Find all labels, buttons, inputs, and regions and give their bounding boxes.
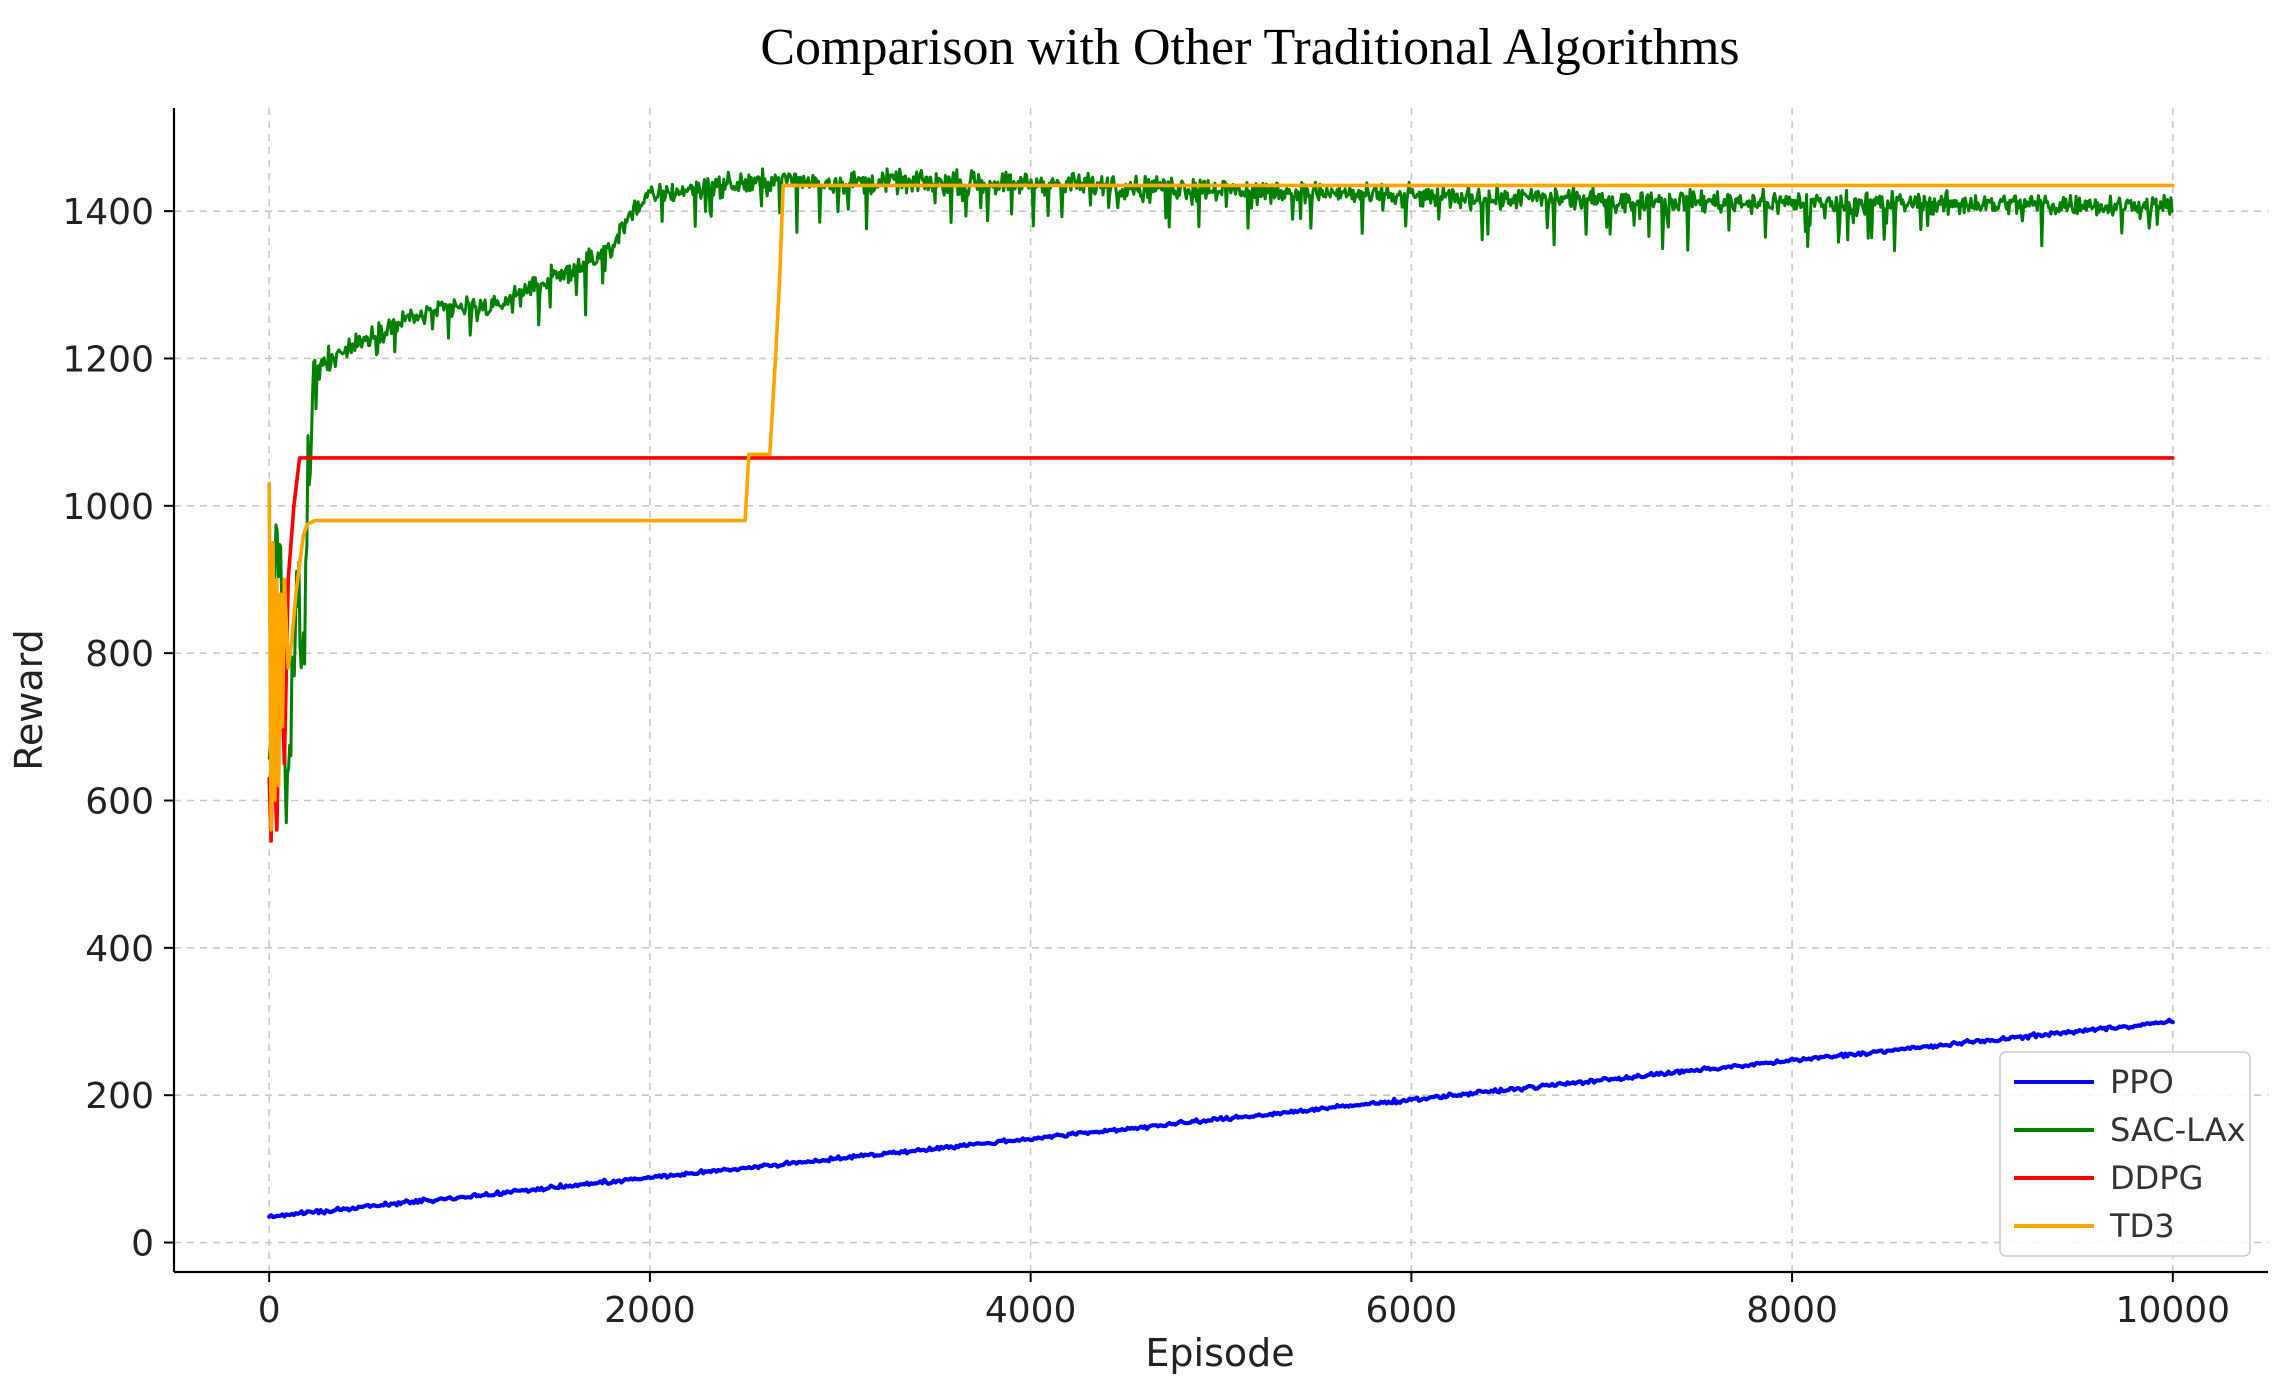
x-tick-label: 8000 xyxy=(1746,1290,1838,1331)
legend-label: DDPG xyxy=(2110,1159,2203,1197)
legend-label: PPO xyxy=(2110,1063,2174,1101)
y-tick-label: 1000 xyxy=(62,487,154,528)
y-tick-label: 600 xyxy=(85,782,154,823)
x-tick-label: 0 xyxy=(258,1290,281,1331)
grid xyxy=(174,108,2268,1272)
x-axis-label: Episode xyxy=(1145,1331,1294,1375)
y-tick-label: 400 xyxy=(85,929,154,970)
series-line-ppo xyxy=(267,1017,2175,1220)
y-tick-label: 0 xyxy=(131,1224,154,1265)
legend-label: SAC-LAx xyxy=(2110,1111,2246,1149)
plot-lines xyxy=(267,167,2175,1220)
series-line-sac-lax xyxy=(267,167,2174,825)
x-tick-label: 10000 xyxy=(2116,1290,2231,1331)
y-tick-label: 1400 xyxy=(62,192,154,233)
x-tick-label: 4000 xyxy=(985,1290,1077,1331)
series-line-td3 xyxy=(267,183,2175,832)
axes xyxy=(164,108,2268,1282)
tick-labels: 0 2000 4000 6000 8000 10000 0 200 400 600 800 1000 1… xyxy=(62,192,2230,1331)
y-tick-label: 800 xyxy=(85,634,154,675)
y-tick-label: 200 xyxy=(85,1076,154,1117)
y-axis-label: Reward xyxy=(7,629,51,771)
x-tick-label: 2000 xyxy=(604,1290,696,1331)
y-tick-label: 1200 xyxy=(62,339,154,380)
series-line-ddpg xyxy=(267,456,2175,843)
legend: PPO SAC-LAx DDPG TD3 xyxy=(1999,1051,2251,1257)
legend-label: TD3 xyxy=(2109,1207,2175,1245)
legend-box xyxy=(1999,1051,2251,1257)
chart-title: Comparison with Other Traditional Algori… xyxy=(760,19,1739,76)
x-tick-label: 6000 xyxy=(1366,1290,1458,1331)
